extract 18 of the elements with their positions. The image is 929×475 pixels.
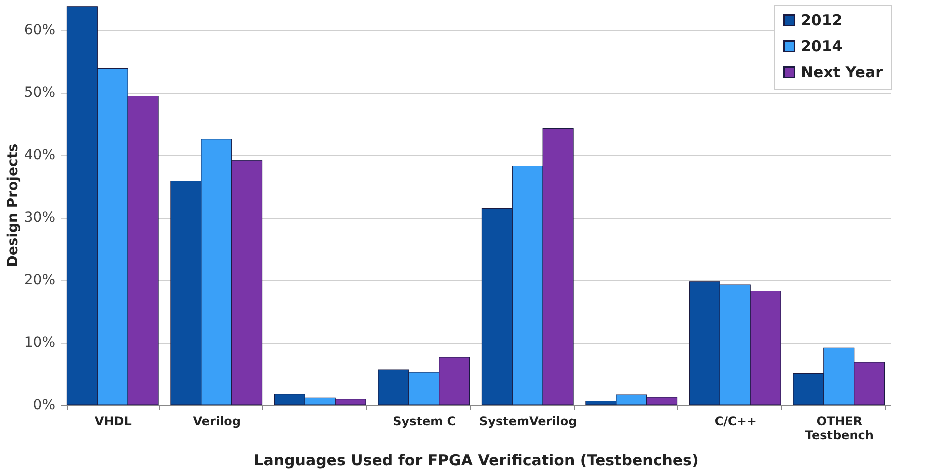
y-axis-title: Design Projects — [5, 144, 22, 268]
x-axis-title: Languages Used for FPGA Verification (Testbenches) — [254, 452, 699, 470]
y-tick-label: 40% — [24, 148, 56, 164]
legend-label: 2014 — [801, 38, 843, 56]
x-tick-label: OTHER Testbench — [805, 414, 874, 442]
y-tick-label: 20% — [24, 272, 56, 288]
legend-label: 2012 — [801, 12, 843, 30]
x-tick-label: C/C++ — [714, 414, 757, 428]
y-tick-label: 0% — [33, 398, 56, 414]
y-tick-label: 10% — [24, 335, 56, 351]
x-tick-label: VHDL — [94, 414, 132, 428]
x-tick-label: Verilog — [193, 414, 241, 428]
y-tick-label: 60% — [24, 22, 56, 38]
y-tick-label: 30% — [24, 210, 56, 226]
legend-label: Next Year — [801, 64, 884, 82]
x-tick-label: SystemVerilog — [480, 414, 578, 428]
x-tick-label: System C — [393, 414, 456, 428]
y-tick-label: 50% — [24, 85, 56, 101]
